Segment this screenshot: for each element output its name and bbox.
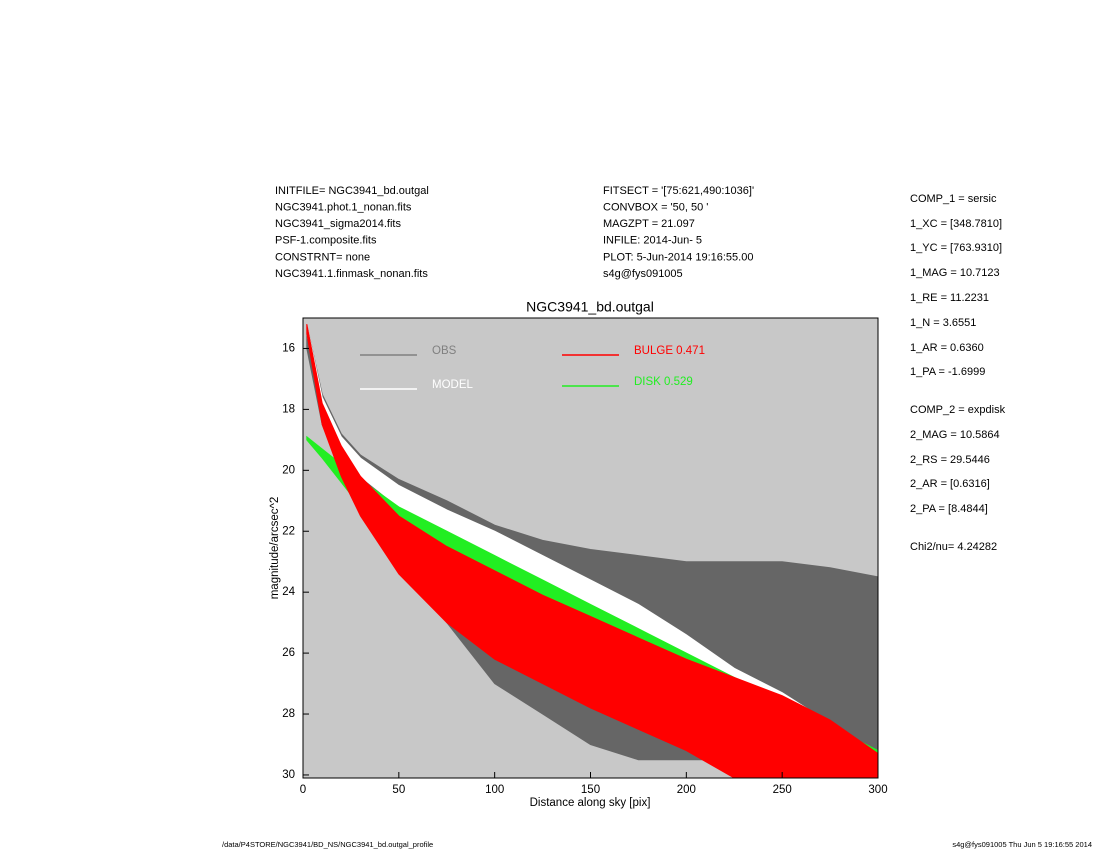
y-tick-label: 24	[282, 586, 295, 598]
fit-parameter: 1_PA = -1.6999	[910, 366, 985, 378]
y-tick-label: 28	[282, 708, 295, 720]
legend-label: MODEL	[432, 379, 474, 391]
x-tick-label: 250	[773, 784, 792, 796]
fit-parameter: 1_XC = [348.7810]	[910, 218, 1002, 230]
fit-parameter: 2_AR = [0.6316]	[910, 478, 990, 490]
header-left-line: NGC3941.1.finmask_nonan.fits	[275, 268, 428, 280]
component-band	[306, 324, 878, 778]
x-tick-label: 200	[677, 784, 696, 796]
x-tick-label: 100	[485, 784, 504, 796]
fit-parameter: COMP_2 = expdisk	[910, 404, 1006, 416]
fit-parameter: 1_N = 3.6551	[910, 317, 976, 329]
y-tick-label: 22	[282, 525, 295, 537]
legend-label: DISK 0.529	[634, 376, 693, 388]
fit-parameter: 1_AR = 0.6360	[910, 342, 984, 354]
fit-parameter: 2_PA = [8.4844]	[910, 503, 988, 515]
header-mid-line: s4g@fys091005	[603, 268, 683, 280]
footer-stamp: s4g@fys091005 Thu Jun 5 19:16:55 2014	[952, 840, 1092, 849]
x-tick-label: 150	[581, 784, 600, 796]
x-axis-label: Distance along sky [pix]	[530, 797, 651, 809]
chart-title: NGC3941_bd.outgal	[526, 299, 654, 315]
header-left-line: NGC3941.phot.1_nonan.fits	[275, 202, 412, 214]
fit-parameter: 2_MAG = 10.5864	[910, 429, 1000, 441]
fit-parameter: COMP_1 = sersic	[910, 193, 997, 205]
footer-path: /data/P4STORE/NGC3941/BD_NS/NGC3941_bd.o…	[222, 840, 433, 849]
y-tick-label: 18	[282, 403, 295, 415]
x-tick-label: 0	[300, 784, 306, 796]
x-tick-label: 300	[868, 784, 887, 796]
header-left-line: CONSTRNT= none	[275, 251, 370, 263]
header-left-line: INITFILE= NGC3941_bd.outgal	[275, 185, 429, 197]
header-mid-line: INFILE: 2014-Jun- 5	[603, 235, 702, 247]
legend-label: BULGE 0.471	[634, 345, 705, 357]
header-mid-line: PLOT: 5-Jun-2014 19:16:55.00	[603, 251, 753, 263]
legend-label: OBS	[432, 345, 457, 357]
fit-parameter: 2_RS = 29.5446	[910, 454, 990, 466]
header-mid-line: MAGZPT = 21.097	[603, 218, 695, 230]
y-tick-label: 30	[282, 769, 295, 781]
fit-parameter: 1_YC = [763.9310]	[910, 242, 1002, 254]
y-tick-label: 26	[282, 647, 295, 659]
header-mid-line: FITSECT = '[75:621,490:1036]'	[603, 185, 754, 197]
fit-parameter: 1_MAG = 10.7123	[910, 267, 1000, 279]
header-left-line: NGC3941_sigma2014.fits	[275, 218, 401, 230]
fit-parameter: Chi2/nu= 4.24282	[910, 541, 997, 553]
plot-content	[306, 323, 878, 778]
header-left-line: PSF-1.composite.fits	[275, 235, 377, 247]
y-tick-label: 20	[282, 464, 295, 476]
y-axis-label: magnitude/arcsec^2	[269, 497, 281, 600]
header-mid-line: CONVBOX = '50, 50 '	[603, 202, 708, 214]
y-tick-label: 16	[282, 342, 295, 354]
x-tick-label: 50	[392, 784, 405, 796]
fit-parameter: 1_RE = 11.2231	[910, 292, 989, 304]
